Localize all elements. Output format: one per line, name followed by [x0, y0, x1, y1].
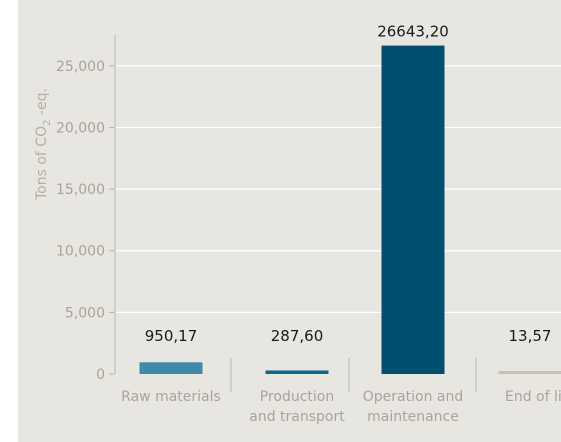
- y-tick-label: 10,000: [56, 244, 105, 260]
- bars: [139, 45, 561, 374]
- x-tick-label: Operation and: [363, 389, 463, 405]
- y-tick-label: 25,000: [56, 59, 105, 75]
- y-axis-title: Tons of CO2 -eq.: [34, 88, 53, 201]
- bar: [265, 370, 329, 374]
- bar: [498, 371, 561, 374]
- labels: 0 5,000 10,000 15,000 20,000 25,000 950,17 Raw …: [56, 23, 561, 425]
- y-tick-label: 5,000: [65, 305, 105, 321]
- x-tick-label: Raw materials: [121, 389, 221, 405]
- data-label: 287,60: [271, 327, 324, 345]
- x-tick-label: maintenance: [367, 409, 459, 425]
- data-label: 13,57: [509, 327, 552, 345]
- x-tick-label: Production: [260, 389, 334, 405]
- axes: [114, 35, 477, 392]
- x-tick-label: and transport: [249, 409, 345, 425]
- data-label: 26643,20: [377, 23, 449, 41]
- bar: [381, 45, 445, 374]
- chart-area: 0 5,000 10,000 15,000 20,000 25,000 950,17 Raw …: [18, 0, 561, 442]
- y-axis-title-main: Tons of CO: [34, 126, 50, 201]
- data-label: 950,17: [145, 327, 198, 345]
- y-axis-title-suffix: -eq.: [34, 88, 50, 119]
- bar: [139, 362, 203, 374]
- bar-chart: 0 5,000 10,000 15,000 20,000 25,000 950,17 Raw …: [34, 23, 561, 425]
- y-tick-label: 15,000: [56, 182, 105, 198]
- gridlines: [109, 65, 561, 375]
- y-axis-title-subscript: 2: [42, 120, 53, 126]
- y-tick-label: 20,000: [56, 120, 105, 136]
- x-tick-label: End of life: [505, 389, 561, 405]
- y-tick-label: 0: [96, 367, 105, 383]
